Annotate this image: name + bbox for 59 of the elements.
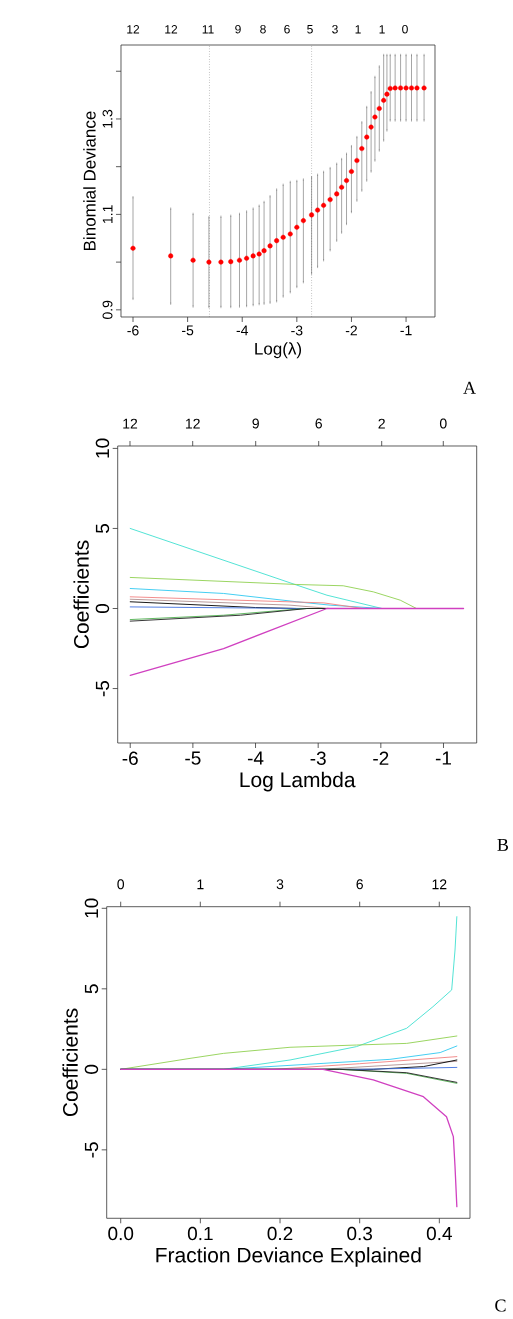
text: 11 bbox=[202, 25, 214, 34]
text: 2 bbox=[378, 418, 385, 429]
text: 12 bbox=[432, 879, 447, 890]
text: 1 bbox=[379, 25, 385, 34]
y-tick-label: -5 bbox=[95, 680, 110, 697]
x-tick-label: -1 bbox=[400, 325, 412, 336]
y-tick-label: -5 bbox=[84, 1142, 99, 1158]
text: 12 bbox=[165, 25, 178, 34]
y-tick-label: 1.3 bbox=[102, 109, 113, 128]
text: 6 bbox=[315, 418, 322, 429]
x-tick-label: 0.1 bbox=[187, 1226, 213, 1241]
x-tick-label: -3 bbox=[310, 751, 326, 765]
text: 5 bbox=[307, 25, 313, 34]
text: 6 bbox=[356, 879, 363, 890]
x-tick-label: 0.4 bbox=[426, 1226, 452, 1241]
x-tick-label: -5 bbox=[185, 751, 201, 765]
x-tick-label: 0.3 bbox=[347, 1226, 373, 1241]
text: A bbox=[463, 381, 476, 394]
text: 12 bbox=[123, 418, 138, 429]
y-tick-label: 1.1 bbox=[102, 205, 113, 224]
text: C bbox=[495, 1299, 506, 1312]
x-tick-label: -6 bbox=[122, 751, 138, 765]
y-tick-label: 0.9 bbox=[102, 300, 113, 320]
x-tick-label: -4 bbox=[236, 325, 249, 336]
y-tick-label: 0 bbox=[95, 603, 110, 614]
y-tick-label: 0 bbox=[84, 1064, 99, 1074]
x-tick-label: -2 bbox=[345, 325, 357, 336]
x-tick-label: -4 bbox=[247, 751, 264, 765]
text: 1 bbox=[355, 25, 361, 34]
x-axis-title: Log Lambda bbox=[240, 771, 356, 792]
x-tick-label: -5 bbox=[182, 325, 194, 336]
y-axis-title: Binomial Deviance bbox=[83, 111, 96, 250]
y-tick-label: 5 bbox=[95, 523, 110, 533]
text: 0 bbox=[117, 879, 125, 890]
x-tick-label: -6 bbox=[127, 325, 139, 336]
y-axis-title: Coefficients bbox=[73, 540, 89, 649]
y-tick-label: 10 bbox=[84, 898, 99, 918]
text: 9 bbox=[252, 418, 259, 429]
text: 12 bbox=[127, 25, 140, 34]
text: 6 bbox=[284, 24, 290, 34]
x-tick-label: -2 bbox=[373, 751, 389, 765]
text: 1 bbox=[197, 879, 204, 890]
x-axis-title: Log(λ) bbox=[255, 342, 302, 359]
x-tick-label: -3 bbox=[291, 325, 303, 336]
text: 3 bbox=[276, 879, 284, 890]
x-tick-label: 0.2 bbox=[267, 1226, 293, 1241]
x-axis-title: Fraction Deviance Explained bbox=[156, 1247, 421, 1267]
text: 9 bbox=[235, 24, 241, 34]
y-tick-label: 5 bbox=[84, 984, 99, 994]
y-tick-label: 10 bbox=[95, 438, 110, 458]
text: 8 bbox=[260, 24, 266, 34]
text: 0 bbox=[402, 24, 408, 34]
text: 3 bbox=[332, 24, 338, 34]
x-tick-label: -1 bbox=[435, 751, 451, 765]
text: 0 bbox=[439, 418, 447, 429]
x-tick-label: 0.0 bbox=[108, 1226, 134, 1241]
text: 12 bbox=[185, 418, 200, 429]
text: B bbox=[497, 838, 509, 851]
y-axis-title: Coefficients bbox=[62, 1008, 78, 1117]
